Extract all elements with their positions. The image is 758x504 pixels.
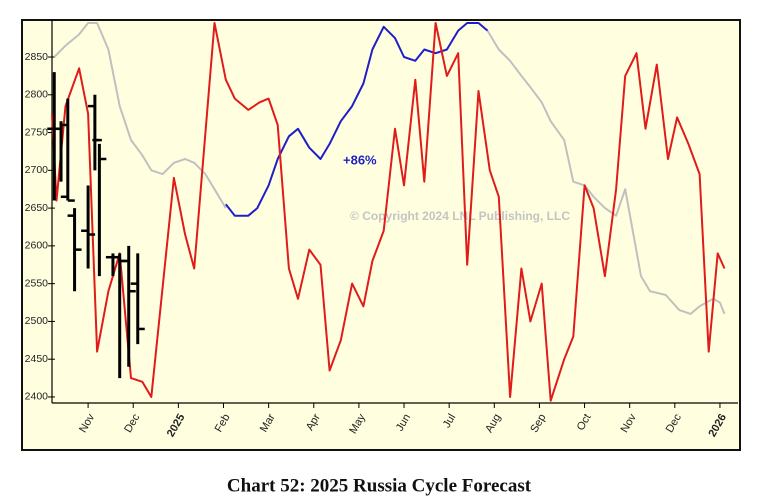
series-line	[51, 22, 726, 402]
y-tick-label: 2550	[25, 277, 49, 289]
y-tick-label: 2600	[25, 240, 49, 252]
series-line	[53, 22, 726, 315]
y-tick-label: 2450	[25, 353, 49, 365]
y-tick-label: 2850	[25, 51, 49, 63]
chart-title: Chart 52: 2025 Russia Cycle Forecast	[227, 475, 532, 496]
y-tick-label: 2500	[25, 315, 49, 327]
y-tick-label: 2650	[25, 202, 49, 214]
y-tick-label: 2800	[25, 89, 49, 101]
series-line	[225, 22, 489, 217]
plot-frame	[21, 19, 741, 451]
y-tick-label: 2750	[25, 126, 49, 138]
annotation: +86%	[343, 152, 377, 167]
watermark: © Copyright 2024 LNL Publishing, LLC	[350, 209, 570, 223]
y-tick-label: 2400	[25, 391, 49, 403]
y-tick-label: 2700	[25, 164, 49, 176]
